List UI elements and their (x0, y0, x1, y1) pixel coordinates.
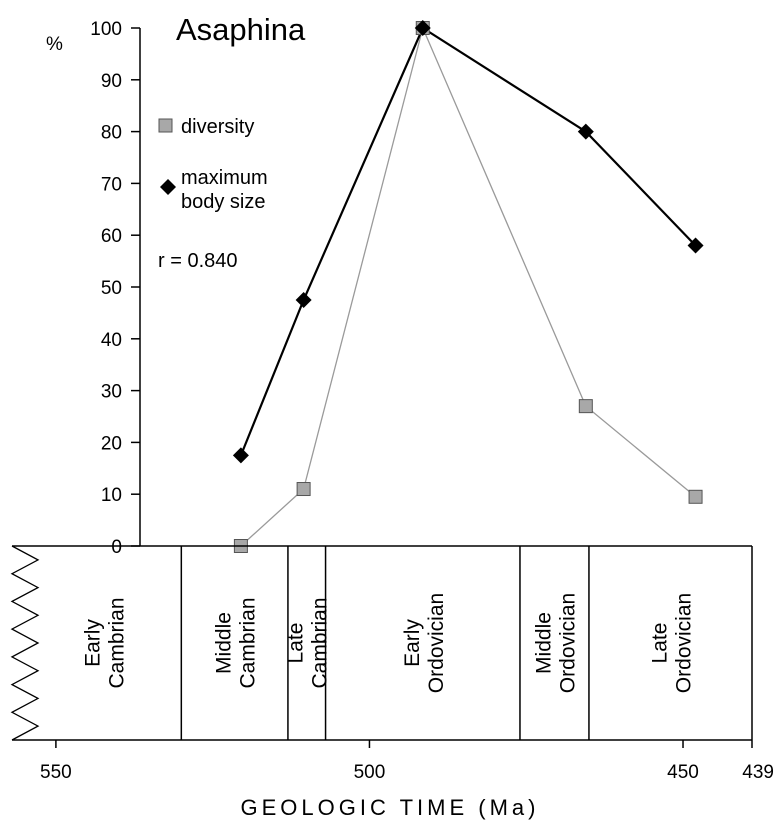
timescale-zigzag-border (10, 545, 40, 741)
legend-diversity-label: diversity (181, 116, 254, 138)
period-label: EarlyOrdovician (401, 593, 448, 693)
body-size-point (414, 20, 431, 36)
y-tick-label: 40 (101, 330, 122, 351)
body-size-point (232, 447, 249, 464)
period-label-line: Late (285, 623, 308, 664)
correlation-annotation: r = 0.840 (158, 250, 238, 272)
legend-body-size-line: maximum (181, 167, 268, 189)
y-axis-label: % (46, 34, 63, 55)
legend-body-size-line: body size (181, 191, 266, 213)
y-axis-ticks: 0 10 20 30 40 50 60 70 80 90 100 (90, 19, 140, 558)
y-tick-label: 100 (90, 19, 122, 40)
period-label-line: Cambrian (106, 597, 129, 688)
period-label-line: Early (82, 619, 105, 667)
period-label: MiddleOrdovician (533, 593, 580, 693)
period-label-line: Cambrian (309, 597, 332, 688)
period-label-line: Ordovician (673, 593, 696, 693)
period-label: EarlyCambrian (82, 597, 129, 688)
body-size-point (295, 291, 312, 308)
x-tick-label: 500 (354, 762, 386, 783)
legend-body-size-marker (160, 179, 176, 195)
y-tick-label: 70 (101, 174, 122, 195)
y-tick-label: 80 (101, 123, 122, 144)
period-label-line: Cambrian (237, 597, 260, 688)
period-label-line: Ordovician (557, 593, 580, 693)
legend: diversity maximum body size (158, 116, 268, 213)
diversity-point (296, 482, 311, 497)
y-tick-label: 60 (101, 226, 122, 247)
x-tick-label: 439 (742, 762, 774, 783)
geologic-timescale: EarlyCambrian MiddleCambrian LateCambrian E… (10, 545, 753, 741)
diversity-point (688, 489, 703, 504)
period-label-line: Middle (533, 612, 556, 674)
y-tick-label: 10 (101, 485, 122, 506)
y-tick-label: 50 (101, 278, 122, 299)
period-label-line: Ordovician (425, 593, 448, 693)
period-label: LateCambrian (285, 597, 332, 688)
legend-body-size-label: maximum body size (181, 167, 268, 213)
period-label-line: Early (401, 619, 424, 667)
y-tick-label: 90 (101, 71, 122, 92)
body-size-point (577, 123, 594, 140)
period-label-line: Middle (213, 612, 236, 674)
body-size-point (687, 237, 704, 254)
x-axis-ticks: 550 500 450 439 (40, 740, 774, 783)
series-lines (239, 26, 697, 547)
body-size-line (239, 26, 697, 456)
x-tick-label: 550 (40, 762, 72, 783)
legend-diversity-marker (158, 118, 173, 133)
series-markers (232, 20, 704, 553)
y-tick-label: 0 (111, 537, 122, 558)
y-tick-label: 20 (101, 433, 122, 454)
x-tick-label: 450 (667, 762, 699, 783)
period-label-line: Late (649, 623, 672, 664)
period-label: MiddleCambrian (213, 597, 260, 688)
period-label: LateOrdovician (649, 593, 696, 693)
x-axis-label: GEOLOGIC TIME (Ma) (241, 795, 540, 820)
y-tick-label: 30 (101, 382, 122, 403)
chart-title: Asaphina (176, 12, 306, 47)
diversity-point (578, 399, 593, 414)
